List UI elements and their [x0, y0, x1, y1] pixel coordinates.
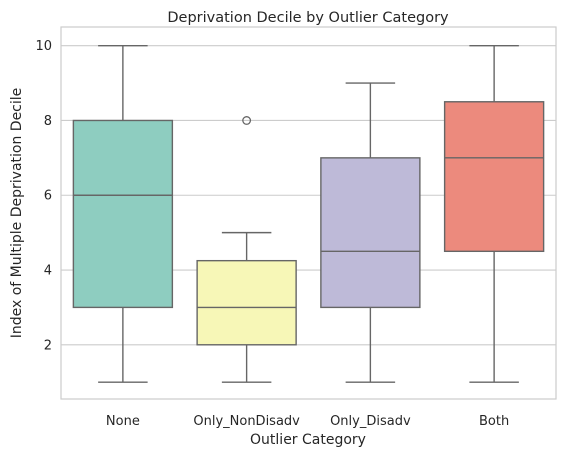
y-tick-labels: 2 4 6 8 10 [35, 39, 52, 353]
chart-title: Deprivation Decile by Outlier Category [167, 10, 449, 26]
iqr-box [196, 259, 297, 346]
x-tick-label: Only_NonDisadv [193, 414, 300, 429]
plot-frame [60, 26, 557, 400]
iqr-box [320, 157, 421, 309]
y-tick-label: 10 [35, 39, 52, 54]
y-tick-label: 8 [44, 114, 52, 129]
x-tick-label: Only_Disadv [330, 414, 411, 429]
box-none [72, 44, 174, 383]
x-tick-label: None [106, 414, 140, 429]
x-tick-label: Both [479, 414, 509, 429]
box-both [443, 44, 545, 383]
iqr-box [443, 101, 545, 253]
boxes-layer [72, 44, 545, 383]
iqr-box [72, 119, 174, 309]
box-only-disadv [320, 82, 421, 383]
x-axis-label: Outlier Category [250, 432, 366, 448]
y-tick-label: 2 [44, 338, 52, 353]
x-tick-labels: None Only_NonDisadv Only_Disadv Both [106, 414, 509, 429]
outlier-point [242, 116, 252, 125]
y-tick-label: 6 [44, 189, 52, 204]
box-only-nondisadv [196, 116, 297, 383]
y-tick-label: 4 [44, 264, 52, 279]
y-axis-label: Index of Multiple Deprivation Decile [9, 88, 25, 339]
